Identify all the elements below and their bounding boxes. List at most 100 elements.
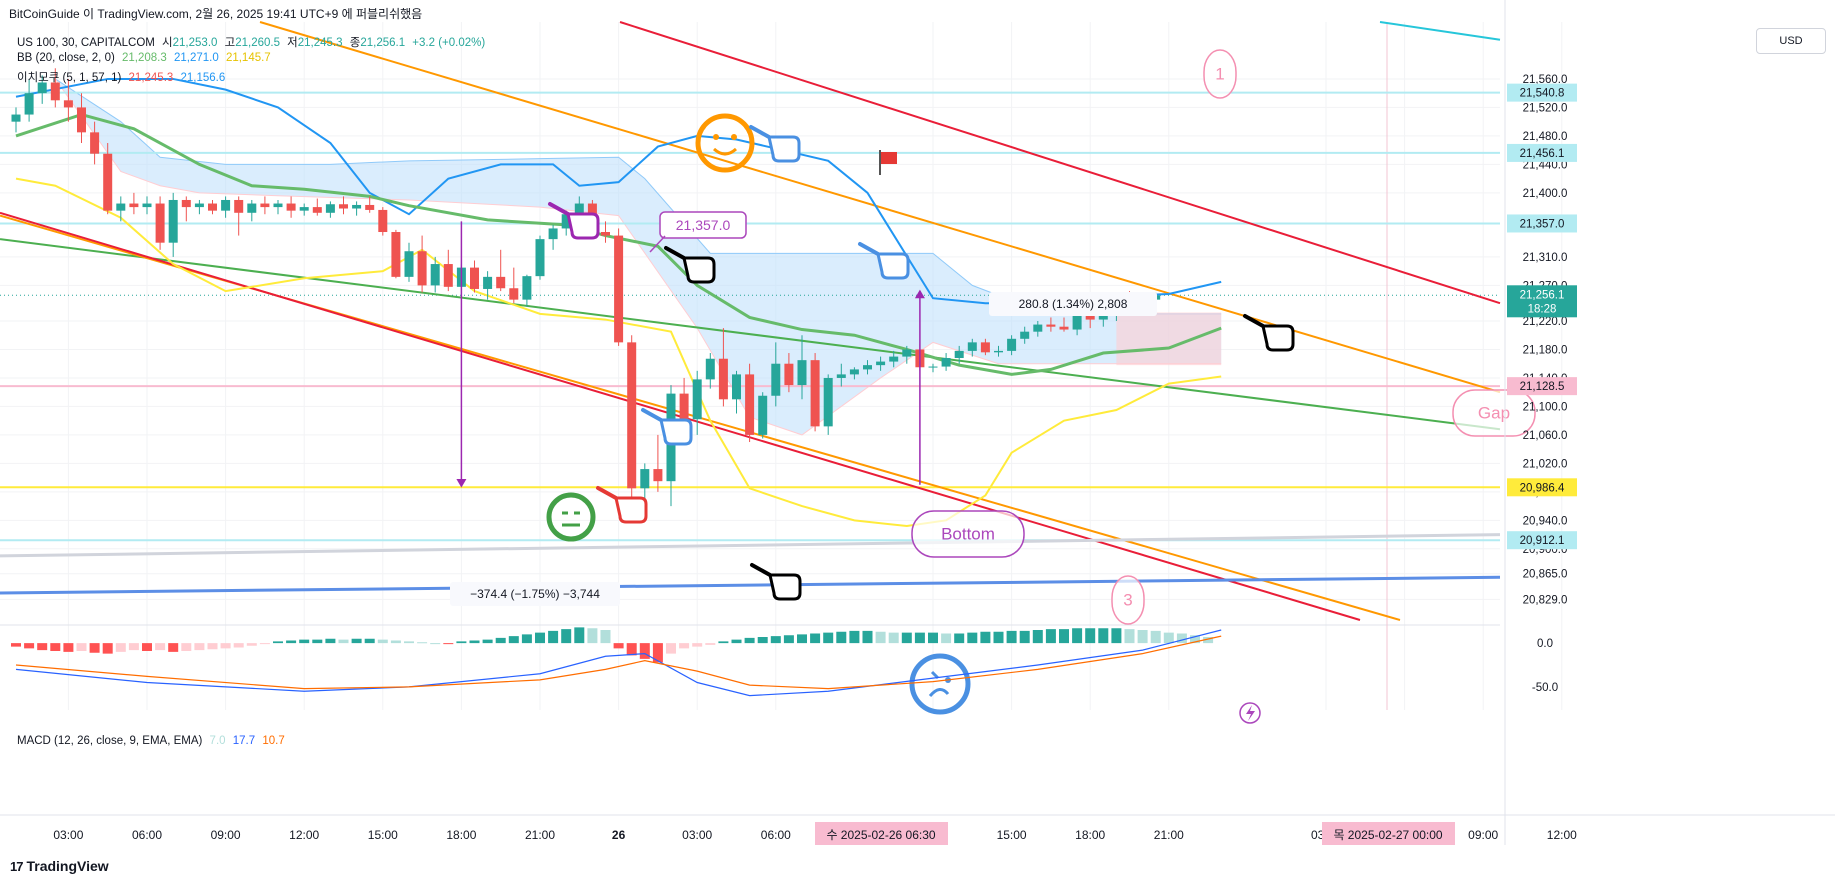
bottom-callout-shape <box>911 510 1025 558</box>
measure-down-label: −374.4 (−1.75%) −3,744 <box>450 582 620 606</box>
price-tick-label: 21,400.0 <box>1523 188 1568 200</box>
macd-name: MACD (12, 26, close, 9, EMA, EMA) <box>17 735 203 747</box>
candle-body <box>509 288 519 300</box>
price-tick-label: 21,220.0 <box>1523 316 1568 328</box>
macd-hist-bar <box>1124 629 1135 644</box>
candle <box>601 221 610 243</box>
candle <box>181 196 191 222</box>
candle <box>37 75 47 104</box>
candle <box>522 274 532 307</box>
candle <box>443 249 453 292</box>
candle-body <box>679 393 689 420</box>
pointing-hand-icon <box>664 246 716 284</box>
macd-legend[interactable]: MACD (12, 26, close, 9, EMA, EMA) 7.0 17… <box>17 735 289 747</box>
candle <box>745 363 755 443</box>
time-tick-label: 18:00 <box>1075 828 1105 842</box>
price-level-tag-text: 20,912.1 <box>1520 535 1565 547</box>
high-value: 21,260.5 <box>235 37 280 49</box>
low-value: 21,245.3 <box>297 37 343 49</box>
candle-body <box>1033 324 1043 332</box>
currency-button[interactable]: USD <box>1756 28 1826 54</box>
bb-legend[interactable]: BB (20, close, 2, 0) 21,208.3 21,271.0 2… <box>17 52 275 64</box>
symbol-name[interactable]: US 100, 30, CAPITALCOM <box>17 37 155 49</box>
price-tick-label: 20,829.0 <box>1523 594 1568 606</box>
pointing-hand-blue-icon <box>749 125 801 163</box>
macd-hist-bar <box>1137 630 1148 644</box>
smiley-face-icon-eye <box>713 134 719 140</box>
macd-hist-bar <box>862 630 873 644</box>
label-3-callout-text: 3 <box>1123 591 1132 610</box>
candle-body <box>574 203 584 215</box>
macd-hist-bar <box>718 641 729 644</box>
candle <box>286 196 296 218</box>
candle-body <box>194 203 204 208</box>
macd-hist-bar <box>1190 635 1200 644</box>
price-level-tag: 21,540.8 <box>1507 83 1577 102</box>
macd-hist-bar <box>390 640 401 644</box>
candle <box>980 338 990 356</box>
candle <box>1007 335 1017 356</box>
candle-body <box>1007 338 1017 351</box>
macd-hist-bar <box>587 628 598 644</box>
time-tick-label: 18:00 <box>446 828 476 842</box>
candle <box>797 335 807 400</box>
macd-hist-bar <box>535 632 545 644</box>
bb-upper: 21,271.0 <box>173 52 219 64</box>
ichimoku-cloud <box>55 78 1222 435</box>
pointing-hand-icon-palm <box>1261 324 1295 352</box>
bottom-callout-text: Bottom <box>941 525 995 544</box>
price-note-text: 21,357.0 <box>676 217 731 233</box>
candle <box>483 271 493 300</box>
macd-hist-bar <box>1045 629 1056 644</box>
candle-body <box>50 82 60 101</box>
candle <box>234 196 244 236</box>
macd-hist-bar <box>168 643 179 652</box>
ichimoku-legend[interactable]: 이치모쿠 (5, 1, 57, 1) 21,245.3 21,156.6 <box>17 69 229 85</box>
macd-hist-bar <box>744 637 755 644</box>
candle <box>902 345 912 364</box>
price-tick-label: 21,060.0 <box>1523 430 1568 442</box>
candle-body <box>967 342 977 351</box>
candle-body <box>745 374 755 435</box>
candles <box>11 68 1161 507</box>
candle <box>849 367 859 380</box>
current-price-tag-text: 21,256.1 <box>1520 289 1565 301</box>
price-note-box <box>659 211 747 239</box>
time-tick-label: 12:00 <box>1547 828 1577 842</box>
candle <box>941 353 951 371</box>
price-level-tag-box <box>1507 531 1577 550</box>
price-level-tag-text: 20,986.4 <box>1520 482 1565 494</box>
candle-body <box>994 350 1003 353</box>
candle-body <box>836 374 846 378</box>
time-tick-label: 21:00 <box>525 828 555 842</box>
macd-hist-bar <box>1085 628 1096 644</box>
candle-body <box>299 207 309 211</box>
macd-hist-bar <box>299 639 310 644</box>
candle-body <box>784 363 794 386</box>
time-tick-label: 03:00 <box>53 828 83 842</box>
macd-hist-bar <box>574 627 585 644</box>
macd-tick-label: -50.0 <box>1532 682 1558 694</box>
macd-signal-value: 10.7 <box>262 735 285 747</box>
pointing-hand-blue-icon-palm <box>659 418 693 446</box>
price-tick-label: 21,480.0 <box>1523 131 1568 143</box>
candle <box>653 434 663 492</box>
candle-body <box>954 350 964 359</box>
candle-body <box>561 214 571 229</box>
macd-hist-bar <box>941 633 952 644</box>
macd-hist-bar <box>679 643 690 649</box>
price-level-tag-text: 21,357.0 <box>1520 218 1565 230</box>
measure-up-label-text: 280.8 (1.34%) 2,808 <box>1019 297 1128 311</box>
candle <box>784 353 794 393</box>
candle-body <box>928 366 938 368</box>
pointing-hand-icon-finger <box>750 563 772 577</box>
macd-hist-bar <box>142 643 152 651</box>
time-tick-label: 03:00 <box>682 828 712 842</box>
candle-body <box>876 361 886 366</box>
candle-body <box>273 203 283 208</box>
macd-hist-bar <box>652 643 663 663</box>
macd-hist-bar <box>1072 628 1083 644</box>
candle-body <box>365 204 375 210</box>
candle <box>325 201 335 218</box>
